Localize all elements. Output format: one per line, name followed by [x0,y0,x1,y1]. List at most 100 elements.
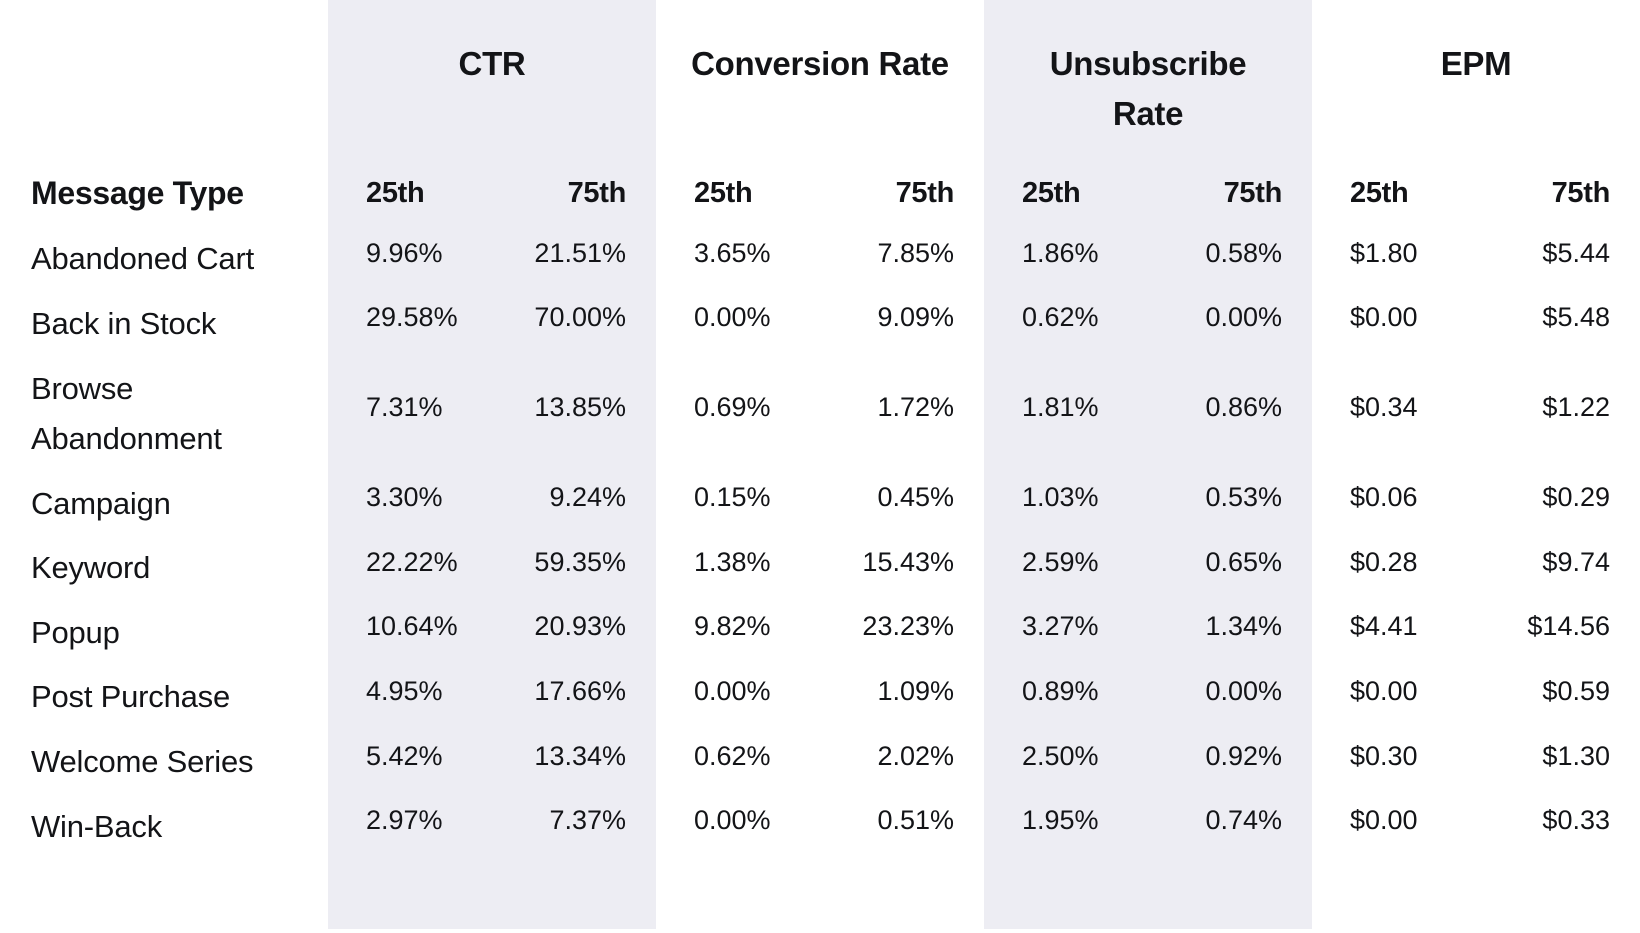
unsubscribe-75th-value: 0.00% [1205,675,1282,706]
message-type-label: Win-Back [31,808,163,844]
group-header-conversion-rate-label: Conversion Rate [691,45,949,82]
epm-25th-value: $0.00 [1350,805,1418,836]
group-header-unsubscribe-rate: Unsubscribe Rate [984,0,1312,160]
ctr-25th-value: 3.30% [366,482,443,513]
ctr-25th-column-header: 25th [366,177,425,209]
epm-25th-value: $0.34 [1350,392,1418,423]
ctr-25th-value: 2.97% [366,805,443,836]
table-body: Abandoned Cart 9.96% 21.51% 3.65% 7.85% … [0,227,1640,859]
ctr-75th-value: 13.85% [534,392,626,423]
table-row: Popup 10.64% 20.93% 9.82% 23.23% 3.27% 1… [0,601,1640,666]
table-row: Campaign 3.30% 9.24% 0.15% 0.45% 1.03% 0… [0,471,1640,536]
epm-75th-value: $0.59 [1542,675,1610,706]
group-header-row: CTR Conversion Rate Unsubscribe Rate EPM [0,0,1640,160]
conversion-75th-value: 15.43% [862,546,954,577]
conversion-25th-value: 0.00% [694,675,771,706]
epm-25th-value: $0.28 [1350,546,1418,577]
ctr-25th-value: 5.42% [366,740,443,771]
conversion-75th-value: 23.23% [862,611,954,642]
conversion-25th-value: 0.62% [694,740,771,771]
message-type-label: Post Purchase [31,679,231,715]
group-header-unsubscribe-rate-label: Unsubscribe Rate [1049,45,1247,132]
group-header-ctr: CTR [328,0,656,160]
unsubscribe-75th-value: 0.86% [1205,392,1282,423]
group-header-conversion-rate: Conversion Rate [656,0,984,160]
unsubscribe-75th-column-header: 75th [1223,177,1283,209]
unsubscribe-25th-column-header: 25th [1022,177,1081,209]
ctr-25th-value: 9.96% [366,237,443,268]
epm-25th-value: $0.30 [1350,740,1418,771]
unsubscribe-25th-value: 0.62% [1022,302,1099,333]
unsubscribe-25th-value: 1.03% [1022,482,1099,513]
ctr-column-band-background [328,0,656,929]
ctr-25th-value: 7.31% [366,392,443,423]
unsubscribe-75th-value: 0.53% [1205,482,1282,513]
ctr-25th-value: 4.95% [366,675,443,706]
benchmark-table: CTR Conversion Rate Unsubscribe Rate EPM… [0,0,1640,859]
message-type-label: Popup [31,614,120,650]
ctr-75th-value: 20.93% [534,611,626,642]
conversion-25th-value: 1.38% [694,546,771,577]
unsubscribe-column-band-background [984,0,1312,929]
conversion-25th-value: 0.00% [694,302,771,333]
conversion-25th-value: 0.69% [694,392,771,423]
unsubscribe-25th-value: 2.50% [1022,740,1099,771]
conversion-25th-value: 3.65% [694,237,771,268]
message-type-label: Welcome Series [31,744,254,780]
ctr-25th-value: 29.58% [366,302,458,333]
ctr-75th-value: 17.66% [534,675,626,706]
table-row: Post Purchase 4.95% 17.66% 0.00% 1.09% 0… [0,665,1640,730]
epm-25th-value: $0.06 [1350,482,1418,513]
ctr-75th-value: 59.35% [534,546,626,577]
table-row: Keyword 22.22% 59.35% 1.38% 15.43% 2.59%… [0,536,1640,601]
group-header-epm: EPM [1312,0,1640,160]
message-type-column-header: Message Type [31,175,244,211]
conversion-75th-column-header: 75th [895,177,955,209]
ctr-75th-value: 13.34% [534,740,626,771]
unsubscribe-25th-value: 1.86% [1022,237,1099,268]
conversion-75th-value: 0.45% [877,482,954,513]
column-header-row: Message Type 25th 75th 25th 75th 25th 75… [0,160,1640,227]
ctr-75th-value: 9.24% [549,482,626,513]
ctr-75th-value: 70.00% [534,302,626,333]
unsubscribe-25th-value: 3.27% [1022,611,1099,642]
group-header-ctr-label: CTR [458,45,526,82]
unsubscribe-25th-value: 1.81% [1022,392,1099,423]
unsubscribe-75th-value: 0.58% [1205,237,1282,268]
conversion-75th-value: 1.72% [877,392,954,423]
message-type-label: Keyword [31,550,151,586]
conversion-25th-value: 0.15% [694,482,771,513]
table-row: Welcome Series 5.42% 13.34% 0.62% 2.02% … [0,730,1640,795]
conversion-75th-value: 0.51% [877,805,954,836]
epm-75th-value: $0.29 [1542,482,1610,513]
table-row: Back in Stock 29.58% 70.00% 0.00% 9.09% … [0,292,1640,357]
unsubscribe-75th-value: 0.00% [1205,302,1282,333]
unsubscribe-75th-value: 0.92% [1205,740,1282,771]
ctr-75th-column-header: 75th [567,177,627,209]
unsubscribe-25th-value: 2.59% [1022,546,1099,577]
unsubscribe-25th-value: 0.89% [1022,675,1099,706]
unsubscribe-75th-value: 0.74% [1205,805,1282,836]
conversion-75th-value: 1.09% [877,675,954,706]
group-header-epm-label: EPM [1440,45,1512,82]
table-row: Browse Abandonment 7.31% 13.85% 0.69% 1.… [0,356,1640,471]
unsubscribe-75th-value: 0.65% [1205,546,1282,577]
conversion-25th-value: 9.82% [694,611,771,642]
conversion-75th-value: 2.02% [877,740,954,771]
epm-75th-value: $9.74 [1542,546,1610,577]
epm-25th-column-header: 25th [1350,177,1409,209]
epm-25th-value: $4.41 [1350,611,1418,642]
epm-25th-value: $0.00 [1350,302,1418,333]
table-row: Win-Back 2.97% 7.37% 0.00% 0.51% 1.95% 0… [0,794,1640,859]
epm-75th-value: $5.48 [1542,302,1610,333]
message-type-label: Browse Abandonment [31,370,222,456]
epm-75th-value: $5.44 [1542,237,1610,268]
epm-25th-value: $0.00 [1350,675,1418,706]
epm-75th-value: $1.22 [1542,392,1610,423]
epm-75th-column-header: 75th [1551,177,1611,209]
epm-25th-value: $1.80 [1350,237,1418,268]
epm-75th-value: $14.56 [1527,611,1610,642]
ctr-25th-value: 10.64% [366,611,458,642]
conversion-75th-value: 9.09% [877,302,954,333]
